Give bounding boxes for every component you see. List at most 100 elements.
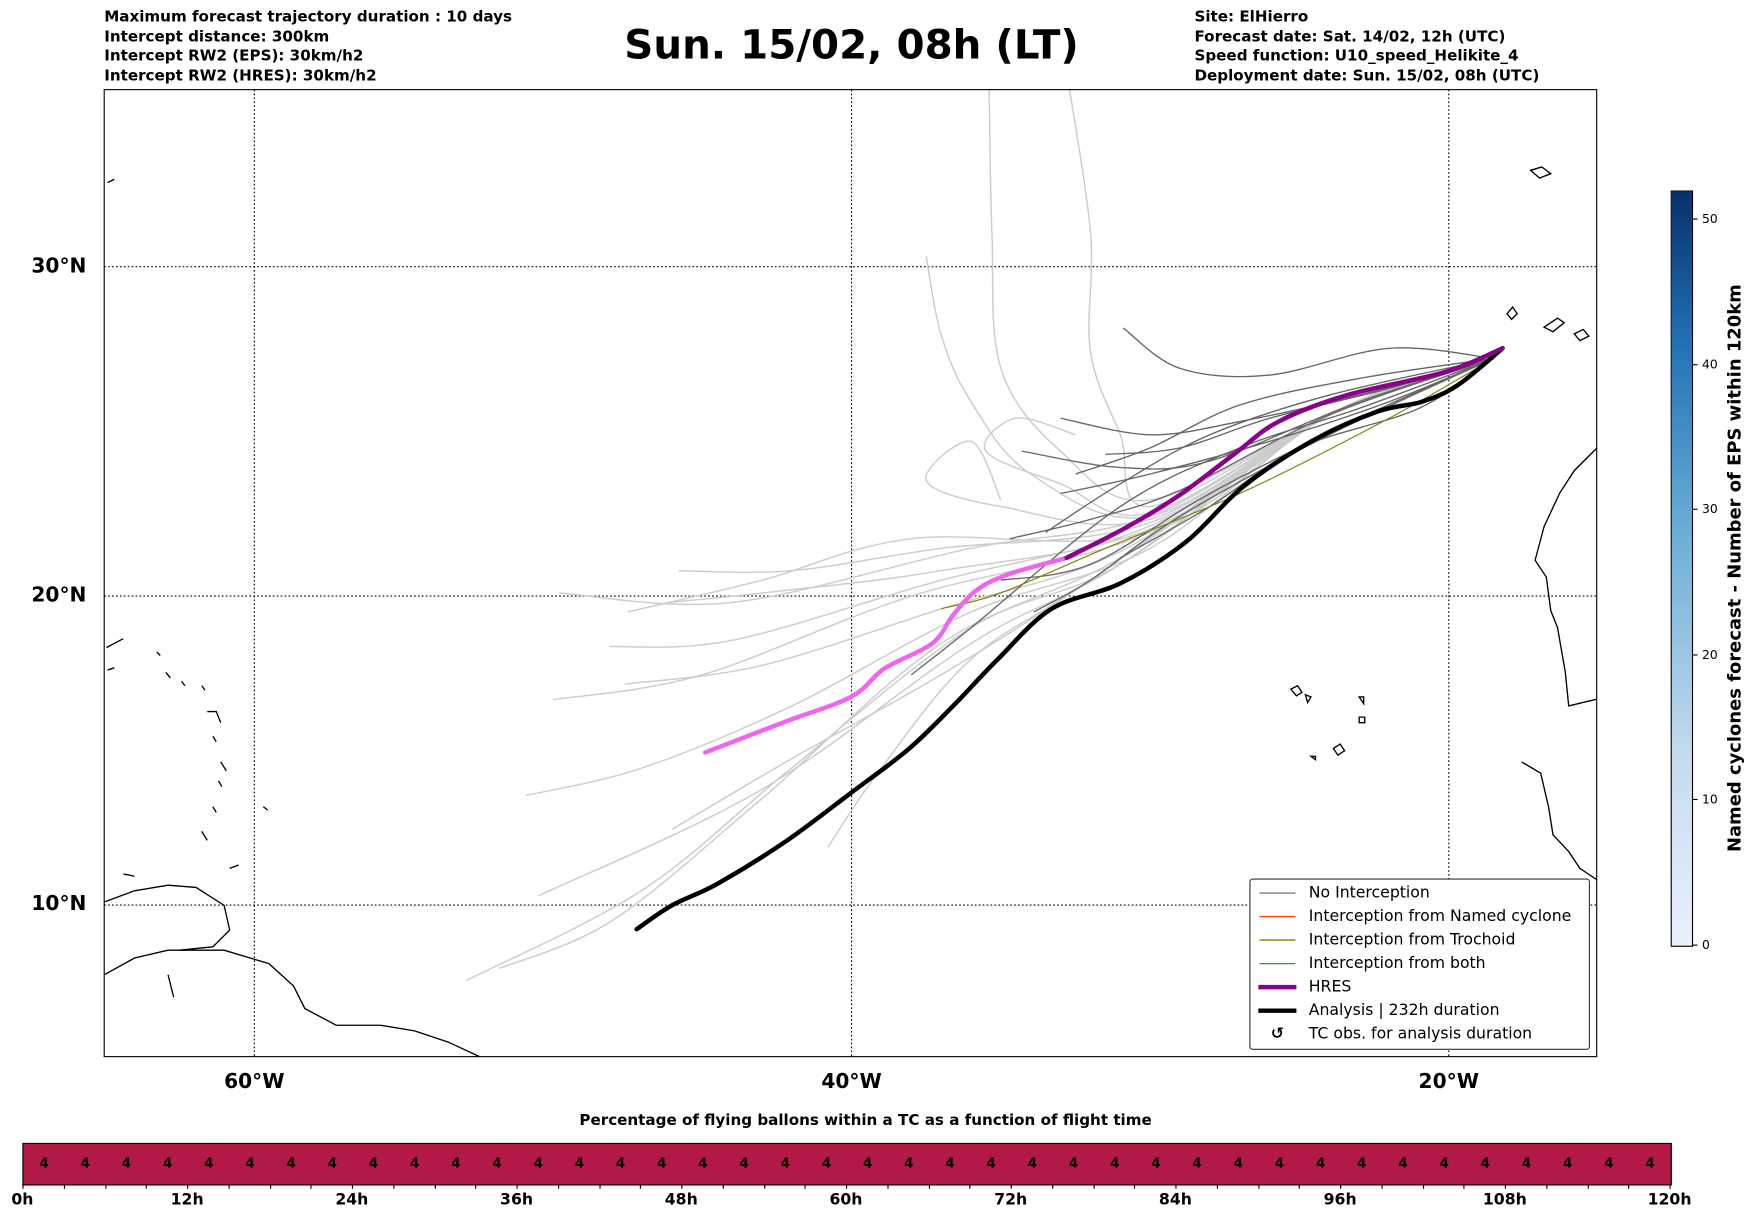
percentage-cell-label: 4	[945, 1155, 955, 1171]
analysis-trajectory	[634, 346, 1505, 932]
bar-tick	[722, 1184, 724, 1189]
bar-tick	[1051, 1184, 1053, 1189]
map-frame	[103, 89, 1598, 1058]
header-left-info: Maximum forecast trajectory duration : 1…	[104, 8, 512, 86]
bar-tick	[516, 1184, 518, 1189]
bar-tick-label: 96h	[1323, 1191, 1357, 1210]
bar-tick	[434, 1184, 436, 1189]
legend-analysis: Analysis | 232h duration	[1257, 998, 1500, 1022]
lat-label-30n: 30°N	[31, 254, 87, 278]
bar-tick	[640, 1184, 642, 1189]
percentage-cell-label: 4	[1027, 1155, 1038, 1171]
bar-tick	[1134, 1184, 1136, 1189]
eps-trajectory-light	[627, 357, 1494, 613]
bar-tick	[1628, 1184, 1630, 1189]
max-duration-text: Maximum forecast trajectory duration : 1…	[104, 7, 513, 26]
legend-both: Interception from both	[1257, 951, 1486, 975]
percentage-cell-label: 4	[1151, 1155, 1161, 1171]
percentage-cell-label: 4	[739, 1155, 749, 1171]
eps-trajectory-light	[988, 89, 1494, 502]
eps-trajectory	[910, 357, 1494, 676]
percentage-cell-label: 4	[451, 1155, 461, 1171]
eps-trajectory-light	[925, 256, 1494, 519]
bar-tick-label: 0h	[11, 1191, 34, 1210]
bar-tick-label: 12h	[170, 1191, 204, 1210]
header-right-info: Site: ElHierro Forecast date: Sat. 14/02…	[1194, 8, 1539, 86]
eps-trajectory	[1075, 357, 1494, 475]
lon-label-40w: 40°W	[821, 1070, 882, 1094]
bar-tick	[145, 1184, 148, 1189]
intercept-hres-text: Intercept RW2 (HRES): 30km/h2	[104, 66, 377, 85]
percentage-cell-label: 4	[245, 1155, 255, 1171]
legend-trochoid: Interception from Trochoid	[1257, 928, 1515, 952]
bar-tick	[351, 1184, 353, 1189]
colorbar-label: Named cyclones forecast - Number of EPS …	[1723, 284, 1746, 853]
colorbar-tick: 0	[1692, 937, 1710, 952]
colorbar-tick: 20	[1692, 647, 1718, 662]
percentage-cell-label: 4	[1398, 1155, 1408, 1171]
speed-function-text: Speed function: U10_speed_Helikite_4	[1194, 47, 1519, 65]
eps-trajectory	[1000, 357, 1494, 581]
lat-label-20n: 20°N	[31, 583, 87, 608]
legend-hres: HRES	[1257, 975, 1351, 999]
percentage-cell-label: 4	[1357, 1155, 1367, 1171]
percentage-cell-label: 4	[904, 1155, 914, 1171]
lon-label-60w: 60°W	[224, 1070, 285, 1094]
tc-symbol-icon: ↺	[1270, 1024, 1284, 1043]
bar-tick-label: 36h	[500, 1191, 534, 1210]
bar-tick-label: 84h	[1158, 1191, 1192, 1210]
percentage-cell-label: 4	[1604, 1155, 1614, 1171]
percentage-cell-label: 4	[1439, 1155, 1449, 1171]
bottom-chart-title: Percentage of flying ballons within a TC…	[579, 1111, 1152, 1130]
bar-tick	[681, 1184, 683, 1189]
bar-tick-label: 108h	[1482, 1191, 1527, 1210]
bar-tick	[1381, 1184, 1383, 1189]
bar-tick	[1463, 1184, 1465, 1189]
site-text: Site: ElHierro	[1194, 7, 1309, 26]
percentage-cell-label: 4	[986, 1155, 996, 1171]
legend-label: Interception from Trochoid	[1308, 930, 1516, 949]
percentage-cell-label: 4	[1233, 1155, 1243, 1171]
eps-trajectory	[1122, 327, 1494, 378]
intercept-eps-text: Intercept RW2 (EPS): 30km/h2	[104, 47, 364, 65]
trajectory-map	[103, 89, 1598, 1058]
lat-label-10n: 10°N	[31, 891, 87, 916]
eps-trajectory-light	[552, 357, 1494, 701]
bar-tick	[22, 1184, 24, 1189]
percentage-cell-label: 4	[574, 1155, 585, 1171]
bar-tick	[228, 1184, 230, 1189]
percentage-cell-label: 4	[327, 1155, 338, 1171]
legend-label: Analysis | 232h duration	[1308, 1001, 1500, 1020]
bar-tick	[1216, 1184, 1218, 1189]
bar-tick-label: 72h	[994, 1191, 1028, 1210]
colorbar-tick: 30	[1692, 502, 1718, 517]
percentage-cell-label: 4	[39, 1155, 49, 1171]
percentage-cell-label: 4	[1315, 1155, 1326, 1171]
bar-tick	[763, 1184, 765, 1189]
percentage-cell-label: 4	[1645, 1155, 1655, 1171]
percentage-cell-label: 4	[410, 1155, 420, 1171]
colorbar-tick: 50	[1692, 212, 1718, 227]
legend-label: Interception from Named cyclone	[1308, 907, 1572, 925]
bar-tick	[1504, 1184, 1506, 1189]
percentage-cell-label: 4	[162, 1155, 173, 1171]
coastlines	[104, 166, 1597, 1057]
legend-label: No Interception	[1308, 883, 1430, 902]
percentage-cell-label: 4	[657, 1155, 667, 1171]
legend-label: TC obs. for analysis duration	[1308, 1024, 1533, 1043]
percentage-cell-label: 4	[121, 1155, 132, 1171]
percentage-cell-label: 4	[204, 1155, 214, 1171]
trochoid-trajectory	[941, 357, 1494, 610]
percentage-bar: 4 4 4 4 4 4 4 4 4 4 4 4 4 4 4 4 4 4 4 4 4 4 4 4 4 4 4 4 4 4 4 4 4 4 4 4 4 4 4 4	[22, 1142, 1672, 1186]
bar-tick	[310, 1184, 312, 1189]
legend-tc-obs: ↺ TC obs. for analysis duration	[1257, 1022, 1532, 1046]
intercept-distance-text: Intercept distance: 300km	[104, 27, 330, 46]
percentage-cell-label: 4	[1480, 1155, 1491, 1171]
bar-tick	[1257, 1184, 1259, 1189]
bar-tick	[1587, 1184, 1589, 1189]
colorbar-tick: 10	[1692, 792, 1718, 807]
bar-tick-label: 120h	[1647, 1191, 1692, 1210]
percentage-cell-label: 4	[492, 1155, 502, 1171]
page-title: Sun. 15/02, 08h (LT)	[624, 22, 1079, 69]
percentage-cell-label: 4	[286, 1155, 296, 1171]
